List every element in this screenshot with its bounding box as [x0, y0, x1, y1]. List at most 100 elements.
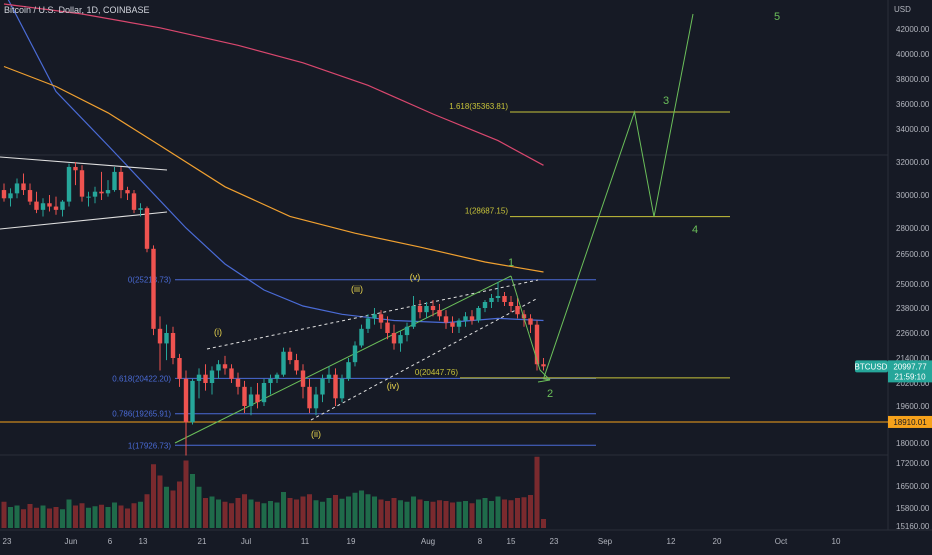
candle-body — [196, 374, 202, 381]
volume-bar — [40, 505, 46, 528]
volume-bar — [339, 498, 345, 528]
volume-bar — [320, 501, 325, 528]
fib-extension-label: 1.618(35363.81) — [449, 102, 508, 111]
volume-bar — [99, 504, 104, 528]
wave-label-major: 3 — [663, 95, 669, 107]
level-price-value: 18910.01 — [893, 418, 927, 427]
time-tick-label: Aug — [421, 537, 435, 546]
fib-extension-label: 1(28687.15) — [465, 207, 508, 216]
candle-body — [242, 386, 247, 406]
candle-body — [326, 374, 332, 379]
volume-bar — [450, 502, 455, 528]
trend-line — [174, 275, 512, 444]
candle-body — [365, 318, 371, 329]
volume-tick-label: 16500.00 — [896, 482, 930, 491]
volume-bar — [248, 499, 254, 528]
candle-body — [359, 328, 364, 346]
volume-bar — [326, 498, 332, 528]
candle-body — [125, 190, 130, 194]
candle-body — [183, 378, 189, 423]
candle-body — [294, 360, 299, 371]
candle-body — [209, 370, 215, 383]
candle-body — [229, 368, 234, 379]
candle-body — [157, 328, 163, 344]
candle-body — [144, 208, 150, 249]
volume-bar — [268, 501, 273, 528]
volume-bar — [463, 501, 468, 528]
candle-body — [216, 364, 221, 371]
candle-body — [417, 306, 423, 313]
candle-body — [222, 364, 228, 369]
volume-bar — [229, 503, 234, 528]
price-tick-label: 40000.00 — [896, 50, 930, 59]
candle-body — [489, 298, 494, 302]
price-tick-label: 21400.00 — [896, 354, 930, 363]
candle-body — [53, 206, 59, 210]
volume-bar — [521, 497, 527, 528]
volume-bar — [352, 492, 358, 528]
volume-bar — [14, 505, 20, 528]
volume-bar — [73, 505, 78, 528]
wave-label-minor: (iv) — [387, 381, 400, 391]
volume-bar — [125, 508, 130, 528]
symbol-tag — [855, 360, 888, 373]
candle-body — [502, 296, 507, 302]
wave-label-minor: (ii) — [311, 429, 321, 439]
candle-body — [131, 193, 137, 210]
volume-bar — [508, 500, 514, 528]
time-tick-label: 8 — [478, 537, 483, 546]
volume-bar — [79, 503, 85, 528]
candle-body — [495, 296, 501, 298]
volume-bar — [307, 494, 312, 528]
volume-bar — [255, 501, 260, 528]
candle-body — [456, 320, 462, 327]
volume-bar — [86, 507, 91, 528]
volume-bar — [216, 499, 221, 528]
volume-bar — [456, 501, 462, 528]
volume-bar — [27, 504, 33, 528]
moving-average-line — [3, 3, 544, 166]
wedge-bottom-line — [310, 297, 539, 421]
volume-bar — [385, 501, 390, 528]
candle-body — [476, 308, 481, 321]
candle-body — [346, 362, 351, 379]
candle-body — [255, 394, 260, 403]
volume-bar — [53, 507, 59, 528]
volume-tick-label: 17200.00 — [896, 459, 930, 468]
volume-bar — [359, 490, 364, 528]
volume-bar — [235, 498, 241, 528]
volume-bar — [404, 501, 410, 528]
candle-body — [66, 166, 72, 202]
candle-body — [313, 394, 319, 409]
volume-bar — [365, 494, 371, 528]
candle-body — [86, 196, 91, 198]
volume-bar — [541, 519, 546, 528]
time-tick-label: 23 — [550, 537, 559, 546]
volume-bar — [60, 509, 65, 528]
volume-bar — [131, 503, 137, 528]
wave-label-minor: (i) — [214, 327, 222, 337]
volume-bar — [469, 503, 475, 528]
price-tick-label: 26500.00 — [896, 250, 930, 259]
level-price-tag — [888, 415, 932, 428]
volume-bar — [144, 494, 150, 528]
candle-body — [105, 190, 111, 194]
fib-retracement-label: 0(25213.73) — [128, 276, 171, 285]
moving-average-line — [3, 65, 544, 273]
candle-body — [534, 324, 540, 365]
candle-body — [34, 201, 39, 210]
candle-body — [99, 191, 104, 194]
price-tick-label: 32000.00 — [896, 158, 930, 167]
fib-retracement-label: 0.786(19265.91) — [112, 410, 171, 419]
volume-bar — [222, 501, 228, 528]
candle-body — [164, 333, 169, 344]
volume-bar — [489, 501, 494, 528]
candle-body — [47, 203, 52, 207]
channel-bottom-line — [0, 211, 168, 230]
volume-bar — [437, 500, 442, 528]
price-tick-label: 42000.00 — [896, 25, 930, 34]
candle-body — [339, 378, 345, 399]
wave-label-major: 1 — [508, 257, 514, 269]
